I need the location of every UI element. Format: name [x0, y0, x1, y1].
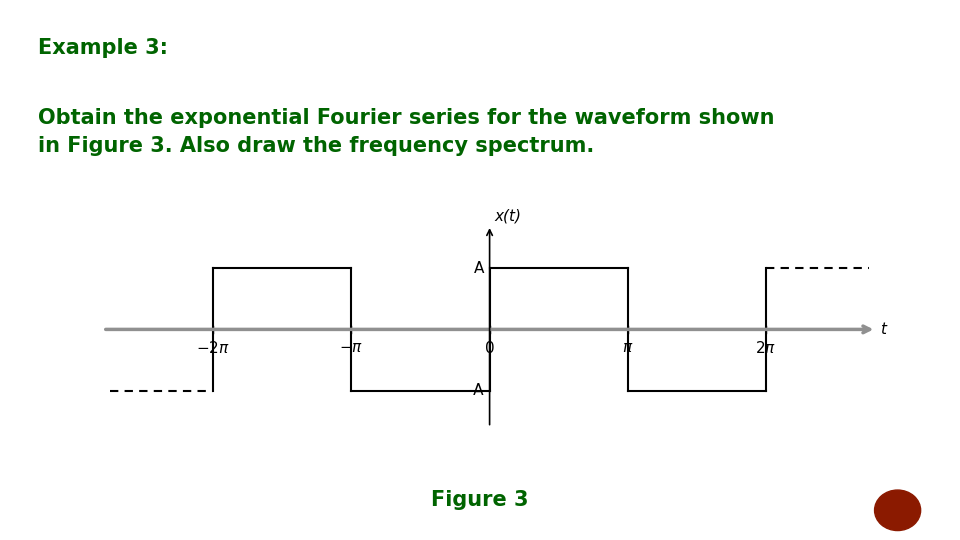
Text: Example 3:: Example 3: [38, 38, 168, 58]
Text: -A: -A [468, 383, 484, 398]
Text: $0$: $0$ [484, 340, 495, 356]
Text: $-\pi$: $-\pi$ [340, 340, 364, 355]
Text: x(t): x(t) [494, 209, 521, 224]
Text: Figure 3: Figure 3 [431, 490, 529, 510]
Text: $2\pi$: $2\pi$ [756, 340, 777, 356]
Text: A: A [473, 261, 484, 275]
Text: $\pi$: $\pi$ [622, 340, 634, 355]
Text: $-2\pi$: $-2\pi$ [197, 340, 230, 356]
Text: Obtain the exponential Fourier series for the waveform shown
in Figure 3. Also d: Obtain the exponential Fourier series fo… [38, 108, 775, 156]
Text: t: t [880, 322, 886, 337]
